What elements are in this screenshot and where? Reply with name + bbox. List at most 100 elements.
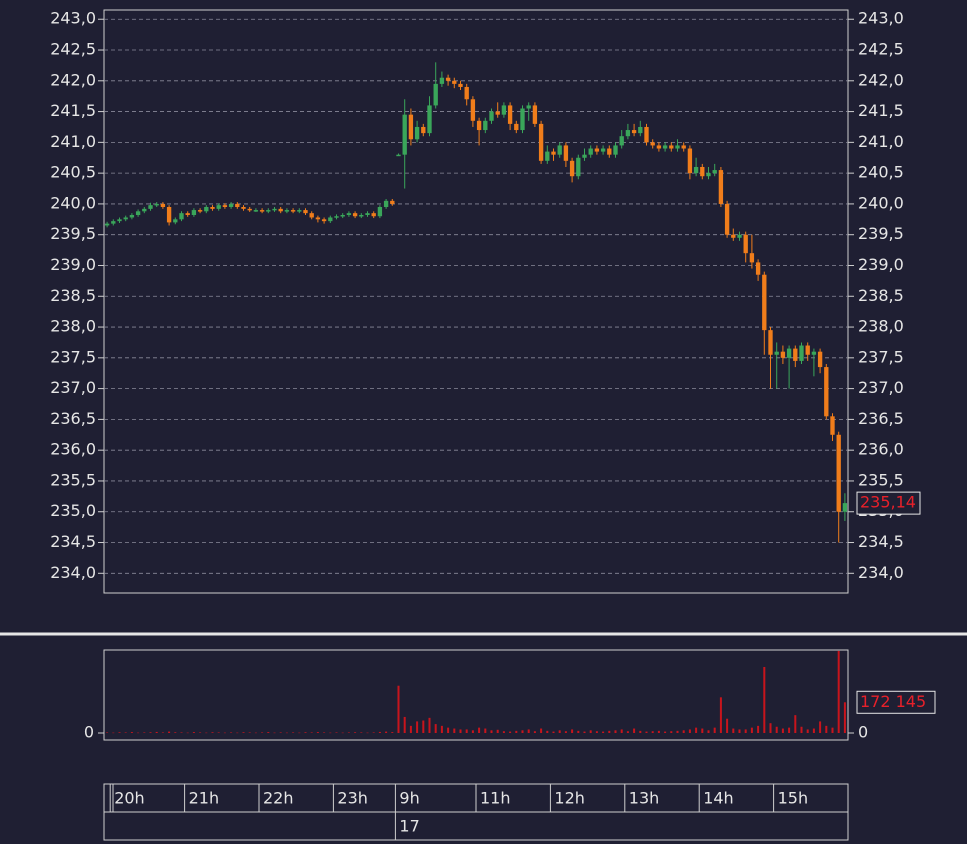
candle-body — [743, 234, 748, 254]
candle-body — [117, 219, 122, 222]
volume-bar — [130, 732, 133, 733]
y-tick-label: 236,0 — [50, 440, 96, 459]
volume-bar — [651, 731, 654, 733]
candle-body — [402, 114, 407, 155]
candle-body — [266, 210, 271, 212]
last-price-label: 235,14 — [860, 493, 916, 512]
candle-body — [408, 114, 414, 140]
candle-body — [414, 126, 420, 140]
y-tick-label: 238,5 — [50, 286, 96, 305]
candle-body — [278, 208, 283, 212]
candle-body — [755, 262, 761, 275]
volume-bar — [124, 732, 127, 733]
volume-bar — [478, 727, 481, 733]
y2-tick-label: 236,5 — [858, 409, 904, 428]
candle-body — [489, 111, 494, 121]
volume-bar — [254, 732, 257, 734]
x-tick-label: 22h — [263, 789, 294, 808]
candle-body — [669, 145, 674, 149]
candle-body — [836, 434, 841, 512]
volume-bar — [273, 732, 276, 734]
candle-body — [272, 208, 277, 211]
y-tick-label: 241,0 — [50, 132, 96, 151]
candle-body — [594, 148, 600, 152]
volume-bar — [645, 731, 648, 733]
volume-bar — [819, 721, 822, 733]
volume-bar — [837, 650, 840, 733]
x-tick-label: 9h — [399, 789, 419, 808]
x-tick-label: 14h — [703, 789, 734, 808]
candle-body — [371, 213, 376, 217]
y2-tick-label: 234,0 — [858, 563, 904, 582]
volume-bar — [174, 732, 177, 733]
candle-body — [259, 210, 265, 212]
volume-bar — [354, 732, 357, 733]
candle-body — [762, 274, 767, 331]
candle-body — [297, 210, 302, 212]
y2-tick-label: 239,0 — [858, 255, 904, 274]
candle-body — [253, 210, 259, 212]
volume-bar — [490, 730, 493, 733]
candle-body — [111, 221, 116, 224]
candle-body — [588, 148, 593, 155]
volume-bar — [484, 728, 487, 733]
candle-body — [129, 215, 135, 218]
candle-body — [166, 207, 172, 223]
x-tick-label: 12h — [554, 789, 585, 808]
candle-body — [377, 207, 383, 217]
volume-bar — [112, 732, 115, 734]
volume-bar — [583, 731, 586, 733]
candle-body — [359, 215, 364, 217]
volume-bar — [199, 732, 202, 733]
volume-bar — [800, 726, 803, 733]
volume-bar — [688, 729, 691, 733]
candle-body — [334, 216, 339, 218]
volume-bar — [106, 732, 109, 733]
volume-bar — [701, 728, 704, 733]
volume-bar — [571, 729, 574, 733]
candle-body — [712, 170, 717, 174]
volume-bar — [230, 732, 233, 733]
volume-bar — [161, 732, 164, 733]
candle-body — [204, 207, 209, 212]
volume-bar — [403, 716, 406, 733]
candle-body — [458, 83, 463, 87]
candle-body — [662, 145, 668, 149]
volume-bar — [806, 729, 809, 733]
y-tick-label: 238,0 — [50, 317, 96, 336]
volume-bar — [347, 732, 350, 733]
volume-bar — [459, 729, 462, 733]
volume-bar — [155, 731, 158, 733]
candle-body — [445, 77, 451, 81]
volume-bar — [205, 732, 208, 734]
candle-body — [483, 120, 488, 131]
candle-body — [185, 213, 190, 216]
volume-bar — [453, 728, 456, 733]
volume-bar — [521, 730, 524, 733]
last-volume-box — [856, 690, 936, 714]
volume-bar — [831, 727, 834, 733]
volume-bar — [825, 725, 828, 733]
candle-body — [532, 105, 538, 124]
volume-bar — [682, 730, 685, 733]
volume-bar — [248, 732, 251, 733]
volume-bar — [540, 728, 543, 733]
y-tick-label: 243,0 — [50, 9, 96, 28]
volume-bar — [385, 731, 388, 733]
plot-frame — [103, 9, 849, 594]
volume-bar — [608, 730, 611, 733]
candle-body — [191, 210, 197, 216]
volume-bar — [794, 715, 797, 733]
y2-tick-label: 239,5 — [858, 224, 904, 243]
volume-bar — [329, 732, 332, 734]
y2-tick-label: 241,0 — [858, 132, 904, 151]
candle-body — [303, 210, 308, 214]
volume-bar — [713, 727, 716, 733]
volume-bar — [397, 685, 400, 733]
y-tick-label: 234,5 — [50, 532, 96, 551]
candle-body — [154, 203, 159, 206]
volume-bar — [372, 732, 375, 733]
candle-body — [693, 166, 699, 174]
candle-body — [315, 217, 321, 220]
candle-body — [811, 351, 817, 355]
